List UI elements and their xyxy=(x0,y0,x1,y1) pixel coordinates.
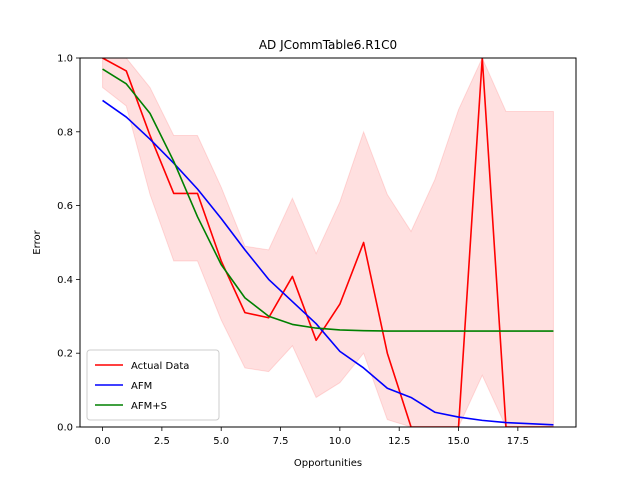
y-tick-label: 0.0 xyxy=(57,423,73,434)
y-tick-label: 0.8 xyxy=(57,127,73,138)
confidence-band xyxy=(102,58,554,427)
legend-box xyxy=(86,349,220,421)
legend-label: Actual Data xyxy=(131,361,189,372)
y-axis-label: Error xyxy=(32,229,43,254)
x-tick-label: 5.0 xyxy=(213,436,229,447)
y-tick-label: 0.6 xyxy=(57,201,73,212)
plot-frame xyxy=(79,57,577,428)
y-tick-label: 1.0 xyxy=(57,54,73,65)
y-tick-label: 0.4 xyxy=(57,275,73,286)
x-tick-label: 0.0 xyxy=(95,436,111,447)
legend: Actual Data AFM AFM+S xyxy=(86,349,220,421)
series-line-1 xyxy=(102,99,554,426)
x-tick-label: 15.0 xyxy=(447,436,469,447)
series-line-0 xyxy=(102,58,554,427)
y-tick-label: 0.2 xyxy=(57,349,73,360)
x-tick-label: 7.5 xyxy=(273,436,289,447)
x-tick-label: 10.0 xyxy=(329,436,351,447)
x-tick-label: 17.5 xyxy=(507,436,529,447)
x-tick-label: 2.5 xyxy=(154,436,170,447)
x-axis-label: Opportunities xyxy=(294,458,362,469)
legend-label: AFM+S xyxy=(131,401,167,412)
chart-title: AD JCommTable6.R1C0 xyxy=(259,38,397,52)
series-line-2 xyxy=(102,68,554,332)
x-tick-label: 12.5 xyxy=(388,436,410,447)
legend-label: AFM xyxy=(131,381,152,392)
